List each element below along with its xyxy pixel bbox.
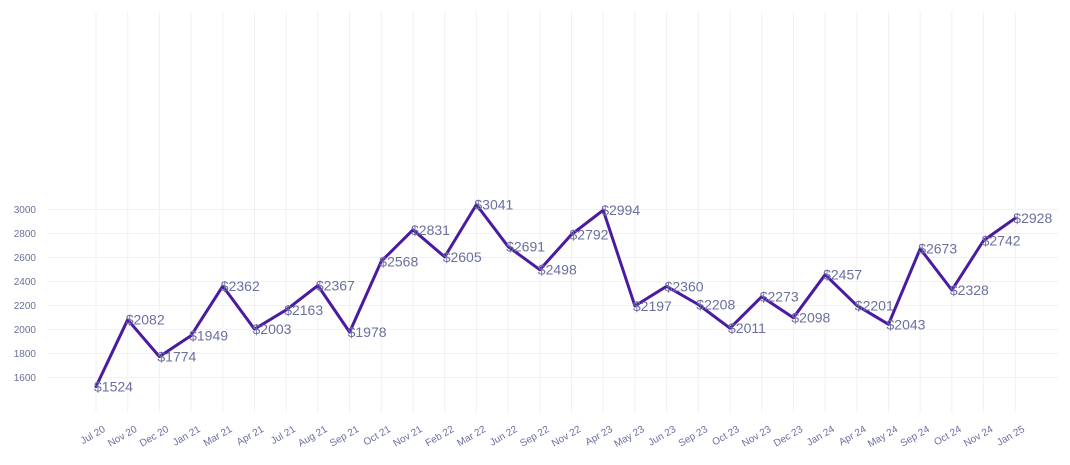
y-axis: 1600 1800 2000 2200 2400 2600 2800 3000 <box>14 205 37 384</box>
data-label: $2043 <box>887 316 926 332</box>
x-tick-label: Sep 23 <box>677 424 710 450</box>
data-label: $3041 <box>474 197 513 213</box>
data-label: $1978 <box>348 324 387 340</box>
data-label: $2605 <box>443 249 482 265</box>
y-tick-label: 2200 <box>14 301 37 312</box>
data-label: $2792 <box>570 226 609 242</box>
data-label: $2208 <box>696 297 735 313</box>
series <box>94 203 1017 389</box>
x-tick-label: Feb 22 <box>424 424 457 449</box>
data-label: $2362 <box>221 278 260 294</box>
x-tick-label: Jun 22 <box>488 424 520 449</box>
x-tick-label: Dec 20 <box>138 424 171 450</box>
data-label: $2328 <box>950 282 989 298</box>
data-label: $2003 <box>253 321 292 337</box>
x-tick-label: Nov 21 <box>392 424 425 450</box>
x-tick-label: Jan 25 <box>995 424 1027 449</box>
x-tick-label: Aug 21 <box>296 424 329 450</box>
data-label: $1949 <box>189 328 228 344</box>
data-label: $2568 <box>379 253 418 269</box>
data-label: $2360 <box>665 278 704 294</box>
x-tick-label: Mar 21 <box>202 424 235 449</box>
data-label: $2367 <box>316 277 355 293</box>
data-label: $2082 <box>126 312 165 328</box>
data-label: $2457 <box>823 267 862 283</box>
x-tick-label: May 23 <box>612 424 646 450</box>
data-label: $2691 <box>506 239 545 255</box>
x-tick-label: Nov 23 <box>740 424 773 450</box>
x-tick-label: Jun 23 <box>647 424 679 449</box>
y-tick-label: 2800 <box>14 229 37 240</box>
x-tick-label: Oct 21 <box>362 424 393 448</box>
y-tick-label: 1600 <box>14 373 37 384</box>
data-label: $2994 <box>601 202 640 218</box>
x-tick-label: Mar 22 <box>455 424 488 449</box>
x-tick-label: Nov 20 <box>106 424 139 450</box>
x-tick-label: Apr 23 <box>584 424 615 448</box>
y-tick-label: 2600 <box>14 253 37 264</box>
y-tick-label: 1800 <box>14 349 37 360</box>
y-tick-label: 2000 <box>14 325 37 336</box>
x-tick-label: Oct 24 <box>932 424 963 448</box>
series-line <box>94 203 1017 389</box>
x-tick-label: Jan 24 <box>805 424 837 449</box>
x-tick-label: Nov 24 <box>962 424 995 450</box>
x-tick-label: Sep 22 <box>518 424 551 450</box>
data-label: $2742 <box>982 232 1021 248</box>
data-label: $2831 <box>411 222 450 238</box>
x-tick-label: Jan 21 <box>171 424 203 449</box>
x-tick-label: Jul 20 <box>79 424 108 447</box>
data-label: $2098 <box>791 310 830 326</box>
data-label: $2273 <box>760 289 799 305</box>
x-tick-label: Jul 21 <box>269 424 298 447</box>
x-tick-label: Oct 23 <box>710 424 741 448</box>
data-label: $2201 <box>855 297 894 313</box>
y-tick-label: 2400 <box>14 277 37 288</box>
x-tick-label: May 24 <box>866 424 900 450</box>
data-label: $2011 <box>728 320 766 336</box>
x-tick-label: Dec 23 <box>772 424 805 450</box>
x-tick-label: Apr 21 <box>235 424 266 448</box>
grid <box>48 12 1058 412</box>
x-tick-label: Apr 24 <box>837 424 868 448</box>
y-tick-label: 3000 <box>14 205 37 216</box>
data-label: $2163 <box>284 302 323 318</box>
data-label: $2928 <box>1013 210 1052 226</box>
data-label: $1524 <box>94 379 133 395</box>
x-tick-label: Sep 24 <box>899 424 932 450</box>
x-tick-label: Nov 22 <box>550 424 583 450</box>
data-label: $2673 <box>918 241 957 257</box>
data-label: $2498 <box>538 262 577 278</box>
data-labels: $1524 $2082 $1774 $1949 $2362 $2003 $2163 $2367… <box>94 197 1052 395</box>
data-label: $2197 <box>633 298 672 314</box>
x-tick-label: Sep 21 <box>328 424 361 450</box>
data-label: $1774 <box>157 349 196 365</box>
